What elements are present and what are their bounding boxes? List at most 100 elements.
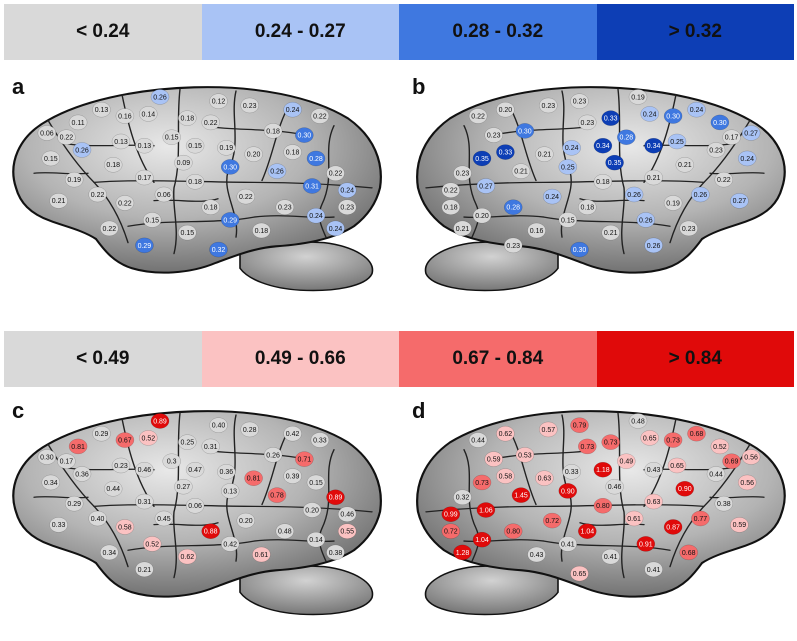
roi-value-label: 0.26 (647, 243, 661, 250)
roi-value-label: 0.29 (67, 501, 81, 508)
roi-node: 0.90 (558, 483, 578, 499)
roi-node: 1.06 (476, 502, 496, 518)
roi-value-label: 0.91 (639, 541, 653, 548)
roi-node: 0.06 (154, 186, 174, 203)
roi-node: 0.13 (92, 101, 111, 118)
roi-value-label: 0.33 (499, 149, 513, 156)
roi-value-label: 0.26 (266, 452, 280, 459)
roi-value-label: 0.24 (286, 107, 300, 114)
roi-node: 0.20 (496, 101, 515, 118)
panel-letter-a: a (12, 74, 25, 99)
roi-node: 0.24 (306, 207, 326, 224)
roi-value-label: 0.09 (177, 160, 191, 167)
roi-value-label: 0.31 (305, 183, 319, 190)
roi-value-label: 0.18 (286, 149, 300, 156)
roi-value-label: 0.22 (717, 177, 731, 184)
roi-node: 0.46 (135, 461, 154, 478)
roi-value-label: 0.15 (165, 135, 179, 142)
roi-node: 0.15 (185, 137, 205, 154)
roi-node: 0.19 (64, 171, 84, 188)
roi-value-label: 0.19 (631, 94, 645, 101)
roi-value-label: 0.20 (239, 518, 253, 525)
roi-node: 0.31 (302, 178, 322, 194)
roi-node: 0.23 (240, 97, 259, 114)
roi-node: 0.33 (562, 464, 581, 480)
roi-value-label: 0.12 (212, 99, 226, 106)
roi-node: 0.56 (741, 449, 761, 465)
roi-node: 0.58 (496, 468, 515, 484)
roi-value-label: 0.21 (456, 226, 470, 233)
roi-value-label: 0.13 (114, 139, 128, 146)
roi-node: 0.40 (209, 417, 228, 433)
roi-node: 0.44 (706, 466, 726, 482)
roi-node: 0.13 (135, 137, 154, 154)
roi-node: 0.29 (135, 237, 154, 254)
roi-node: 0.24 (337, 182, 357, 198)
roi-value-label: 0.22 (204, 120, 218, 127)
roi-node: 0.20 (244, 146, 263, 162)
roi-node: 0.23 (337, 199, 357, 215)
roi-node: 0.24 (640, 106, 659, 122)
roi-value-label: 0.26 (694, 192, 708, 199)
panel-letter-b: b (412, 74, 426, 99)
roi-value-label: 0.06 (40, 130, 54, 137)
roi-node: 0.25 (178, 434, 197, 450)
legend-cell-red-1: 0.49 - 0.66 (201, 331, 399, 387)
roi-value-label: 0.68 (690, 431, 704, 438)
roi-value-label: 0.30 (223, 164, 237, 171)
panel-letter-d: d (412, 398, 426, 423)
roi-value-label: 0.29 (223, 217, 237, 224)
roi-node: 0.41 (644, 561, 663, 578)
roi-node: 0.22 (57, 129, 76, 145)
roi-value-label: 1.04 (475, 537, 489, 544)
roi-node: 0.29 (64, 495, 84, 512)
roi-value-label: 0.46 (608, 484, 622, 491)
roi-value-label: 0.34 (596, 143, 610, 150)
roi-node: 0.28 (240, 421, 259, 438)
roi-value-label: 0.29 (138, 243, 152, 250)
roi-value-label: 0.73 (580, 444, 594, 451)
roi-node: 0.77 (691, 510, 710, 527)
roi-value-label: 0.27 (479, 183, 493, 190)
roi-value-label: 0.27 (177, 484, 191, 491)
roi-node: 0.80 (593, 498, 613, 514)
roi-node: 0.89 (150, 413, 170, 429)
roi-value-label: 0.41 (647, 567, 661, 574)
roi-value-label: 0.87 (666, 524, 680, 531)
roi-value-label: 0.30 (713, 120, 727, 127)
roi-value-label: 0.24 (309, 213, 323, 220)
roi-value-label: 0.06 (188, 503, 202, 510)
roi-node: 0.18 (441, 199, 461, 215)
roi-value-label: 0.28 (243, 427, 257, 434)
brain-panel-b: 0.19 0.23 0.23 0.24 0.30 0.24 0.33 0.30 0.23 0.20… (416, 86, 786, 292)
roi-value-label: 0.18 (180, 116, 194, 123)
roi-node: 0.18 (283, 144, 302, 160)
roi-node: 0.31 (201, 438, 220, 455)
roi-value-label: 0.23 (340, 205, 354, 212)
roi-value-label: 0.22 (239, 194, 253, 201)
roi-value-label: 0.24 (690, 107, 704, 114)
roi-node: 0.81 (244, 470, 263, 486)
roi-node: 0.32 (209, 241, 228, 258)
roi-value-label: 0.27 (733, 198, 747, 205)
roi-value-label: 0.15 (145, 217, 159, 224)
roi-node: 0.46 (337, 506, 357, 522)
roi-node: 0.69 (722, 453, 741, 469)
roi-value-label: 0.17 (138, 175, 152, 182)
legend-cell-blue-2: 0.28 - 0.32 (399, 4, 597, 60)
roi-value-label: 0.38 (329, 550, 343, 557)
legend-cell-blue-0: < 0.24 (4, 4, 202, 60)
roi-node: 0.26 (150, 89, 170, 105)
roi-node: 0.19 (217, 140, 236, 156)
roi-node: 0.18 (593, 174, 613, 190)
roi-node: 0.73 (472, 474, 492, 491)
roi-node: 0.23 (484, 127, 503, 143)
roi-node: 0.23 (539, 97, 558, 114)
roi-value-label: 0.24 (740, 156, 754, 163)
roi-value-label: 0.42 (286, 431, 300, 438)
roi-node: 0.20 (236, 512, 256, 529)
roi-value-label: 0.29 (95, 431, 109, 438)
roi-value-label: 0.68 (682, 550, 696, 557)
roi-value-label: 0.73 (475, 480, 489, 487)
roi-value-label: 0.46 (138, 467, 152, 474)
